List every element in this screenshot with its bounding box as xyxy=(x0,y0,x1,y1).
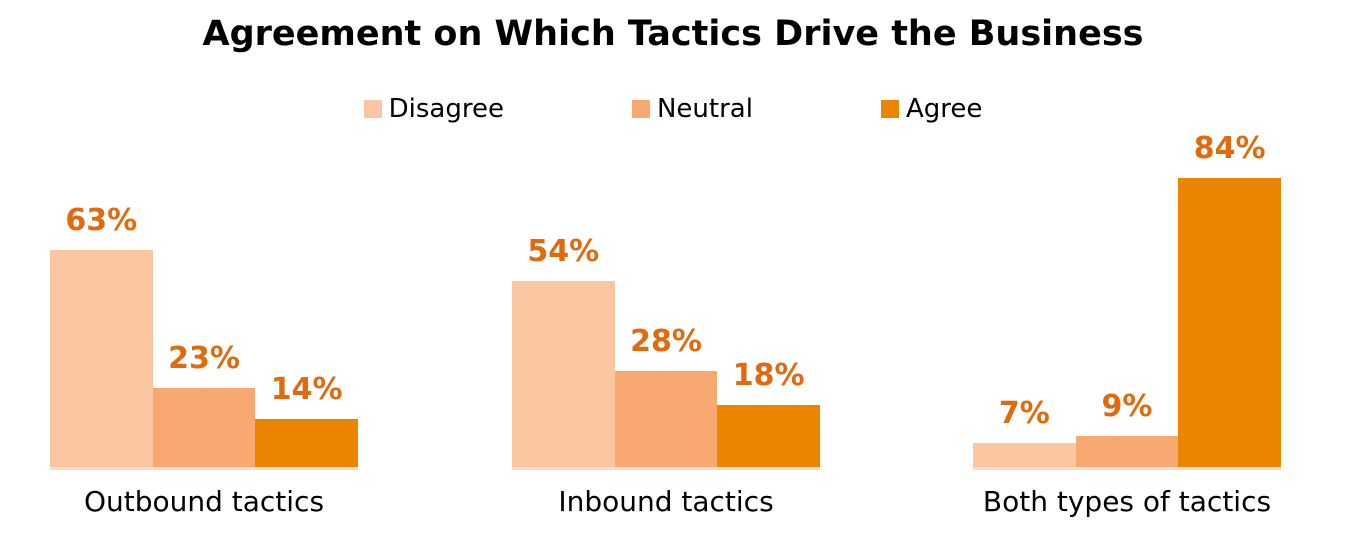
legend-label-neutral: Neutral xyxy=(656,94,753,124)
legend-item-neutral: Neutral xyxy=(631,94,753,124)
baseline-strip-inbound-tactics xyxy=(512,467,820,470)
data-label-neutral-inbound-tactics: 28% xyxy=(630,324,702,359)
bar-disagree-inbound-tactics xyxy=(512,281,615,467)
data-label-agree-both-types-of-tactics: 84% xyxy=(1193,131,1266,166)
bar-cell-inbound-tactics-neutral: 28% xyxy=(614,0,718,467)
data-label-disagree-inbound-tactics: 54% xyxy=(527,234,600,269)
bar-cell-outbound-tactics-agree: 14% xyxy=(255,0,359,467)
category-label-both-types-of-tactics: Both types of tactics xyxy=(982,485,1272,518)
bar-disagree-outbound-tactics xyxy=(50,250,153,467)
bar-neutral-inbound-tactics xyxy=(614,371,718,467)
data-label-disagree-both-types-of-tactics: 7% xyxy=(998,396,1050,431)
chart-legend: Disagree Neutral Agree xyxy=(0,96,1346,122)
category-label-inbound-tactics: Inbound tactics xyxy=(558,485,774,518)
data-label-neutral-outbound-tactics: 23% xyxy=(168,341,240,376)
bar-agree-outbound-tactics xyxy=(255,419,359,467)
bar-cell-outbound-tactics-neutral: 23% xyxy=(152,0,256,467)
data-label-disagree-outbound-tactics: 63% xyxy=(65,203,138,238)
bar-cell-inbound-tactics-agree: 18% xyxy=(717,0,821,467)
data-label-neutral-both-types-of-tactics: 9% xyxy=(1101,389,1153,424)
legend-label-disagree: Disagree xyxy=(388,94,504,124)
baseline-strip-both-types-of-tactics xyxy=(973,467,1281,470)
legend-label-agree: Agree xyxy=(905,94,983,124)
bar-cell-both-types-of-tactics-agree: 84% xyxy=(1178,0,1282,467)
bar-group-inbound-tactics: 54% 28% 18% xyxy=(512,0,821,467)
bar-group-outbound-tactics: 63% 23% 14% xyxy=(50,0,359,467)
bar-neutral-both-types-of-tactics xyxy=(1075,436,1179,467)
legend-item-agree: Agree xyxy=(880,94,983,124)
legend-swatch-neutral xyxy=(631,100,650,118)
bar-neutral-outbound-tactics xyxy=(152,388,256,467)
chart-title: Agreement on Which Tactics Drive the Bus… xyxy=(202,14,1144,54)
bar-cell-both-types-of-tactics-neutral: 9% xyxy=(1075,0,1179,467)
legend-swatch-disagree xyxy=(363,100,382,118)
baseline-strip-outbound-tactics xyxy=(50,467,358,470)
bar-cell-both-types-of-tactics-disagree: 7% xyxy=(973,0,1076,467)
bar-group-both-types-of-tactics: 7% 9% 84% xyxy=(973,0,1282,467)
data-label-agree-outbound-tactics: 14% xyxy=(270,372,343,407)
category-label-outbound-tactics: Outbound tactics xyxy=(83,485,325,518)
legend-swatch-agree xyxy=(880,100,899,118)
legend-item-disagree: Disagree xyxy=(363,94,504,124)
data-label-agree-inbound-tactics: 18% xyxy=(732,358,805,393)
bar-cell-outbound-tactics-disagree: 63% xyxy=(50,0,153,467)
bar-agree-both-types-of-tactics xyxy=(1178,178,1282,467)
bar-disagree-both-types-of-tactics xyxy=(973,443,1076,467)
bar-agree-inbound-tactics xyxy=(717,405,821,467)
bar-cell-inbound-tactics-disagree: 54% xyxy=(512,0,615,467)
